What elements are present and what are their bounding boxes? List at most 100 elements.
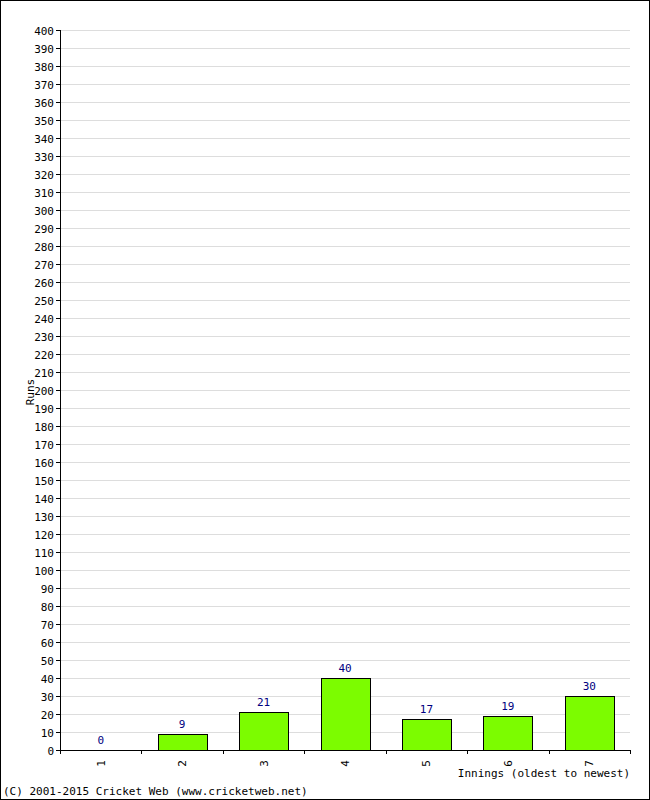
grid-line [60, 48, 630, 49]
grid-line [60, 444, 630, 445]
x-tick-label: 4 [339, 760, 352, 767]
grid-line [60, 336, 630, 337]
y-tick [56, 336, 60, 337]
grid-line [60, 534, 630, 535]
y-tick [56, 156, 60, 157]
grid-line [60, 84, 630, 85]
y-tick-label: 90 [41, 583, 54, 596]
y-tick [56, 246, 60, 247]
y-tick-label: 360 [34, 97, 54, 110]
y-tick [56, 462, 60, 463]
grid-line [60, 426, 630, 427]
y-tick [56, 426, 60, 427]
y-tick-label: 380 [34, 61, 54, 74]
y-tick-label: 230 [34, 331, 54, 344]
y-tick [56, 48, 60, 49]
y-tick-label: 400 [34, 25, 54, 38]
x-tick [386, 750, 387, 754]
x-tick [630, 750, 631, 754]
x-axis-label: Innings (oldest to newest) [458, 767, 630, 780]
y-tick [56, 516, 60, 517]
grid-line [60, 750, 630, 751]
y-tick-label: 130 [34, 511, 54, 524]
y-tick-label: 170 [34, 439, 54, 452]
y-tick-label: 140 [34, 493, 54, 506]
grid-line [60, 66, 630, 67]
border [1, 1, 650, 800]
grid-line [60, 588, 630, 589]
y-tick [56, 606, 60, 607]
grid-line [60, 480, 630, 481]
annotation: (C) 2001-2015 Cricket Web (www.cricketwe… [3, 785, 308, 798]
y-tick [56, 84, 60, 85]
grid-line [60, 102, 630, 103]
grid-line [60, 516, 630, 517]
y-tick [56, 480, 60, 481]
y-tick-label: 10 [41, 727, 54, 740]
bars [159, 679, 615, 751]
data-label: 21 [257, 696, 270, 709]
grid-line [60, 660, 630, 661]
y-tick [56, 696, 60, 697]
grid-line [60, 390, 630, 391]
y-tick-label: 310 [34, 187, 54, 200]
grid-line [60, 264, 630, 265]
y-tick [56, 30, 60, 31]
y-axis [60, 30, 61, 750]
data-label: 9 [179, 718, 186, 731]
y-tick [56, 210, 60, 211]
x-tick [549, 750, 550, 754]
data-label: 17 [420, 703, 433, 716]
y-tick [56, 228, 60, 229]
y-tick-label: 330 [34, 151, 54, 164]
grid-line [60, 624, 630, 625]
grid-line [60, 174, 630, 175]
y-axis-label: Runs [24, 379, 37, 406]
y-tick-label: 190 [34, 403, 54, 416]
x-axis [60, 750, 630, 751]
x-tick-label: 7 [583, 760, 596, 767]
y-tick-label: 280 [34, 241, 54, 254]
grid-line [60, 246, 630, 247]
x-tick-label: 5 [420, 760, 433, 767]
y-tick [56, 282, 60, 283]
y-tick [56, 642, 60, 643]
y-tick-label: 120 [34, 529, 54, 542]
y-tick-label: 100 [34, 565, 54, 578]
x-tick-label: 2 [176, 760, 189, 767]
grid-line [60, 606, 630, 607]
y-tick-label: 110 [34, 547, 54, 560]
y-tick-label: 20 [41, 709, 54, 722]
bar [403, 720, 452, 751]
y-tick [56, 660, 60, 661]
y-tick [56, 138, 60, 139]
grid-line [60, 282, 630, 283]
x-tick [60, 750, 61, 754]
bar [566, 697, 615, 751]
y-tick [56, 300, 60, 301]
y-tick [56, 390, 60, 391]
x-tick [141, 750, 142, 754]
y-tick-label: 50 [41, 655, 54, 668]
grid-line [60, 372, 630, 373]
y-tick [56, 372, 60, 373]
bar [240, 713, 289, 751]
y-tick-label: 270 [34, 259, 54, 272]
y-tick-label: 210 [34, 367, 54, 380]
y-tick-label: 300 [34, 205, 54, 218]
y-tick [56, 624, 60, 625]
y-tick [56, 552, 60, 553]
y-tick [56, 66, 60, 67]
grid-line [60, 300, 630, 301]
grid-line [60, 552, 630, 553]
y-tick [56, 498, 60, 499]
y-tick-label: 250 [34, 295, 54, 308]
y-tick-label: 340 [34, 133, 54, 146]
y-tick-label: 80 [41, 601, 54, 614]
y-tick-label: 350 [34, 115, 54, 128]
y-tick [56, 750, 60, 751]
bar [159, 735, 208, 751]
y-tick-label: 200 [34, 385, 54, 398]
grid-line [60, 120, 630, 121]
y-tick-label: 40 [41, 673, 54, 686]
